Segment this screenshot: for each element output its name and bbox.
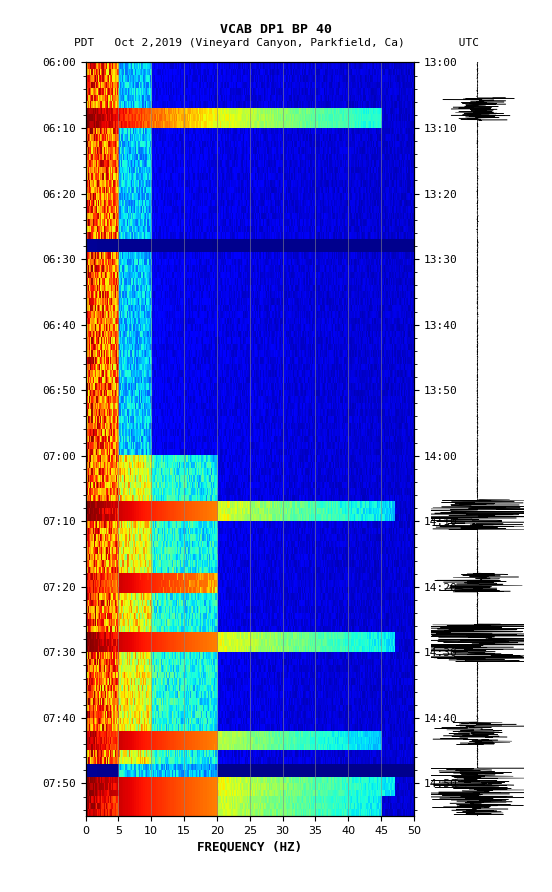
Text: PDT   Oct 2,2019 (Vineyard Canyon, Parkfield, Ca)        UTC: PDT Oct 2,2019 (Vineyard Canyon, Parkfie… [73,37,479,48]
Text: VCAB DP1 BP 40: VCAB DP1 BP 40 [220,23,332,36]
Text: USGS: USGS [20,11,57,26]
X-axis label: FREQUENCY (HZ): FREQUENCY (HZ) [197,840,302,853]
